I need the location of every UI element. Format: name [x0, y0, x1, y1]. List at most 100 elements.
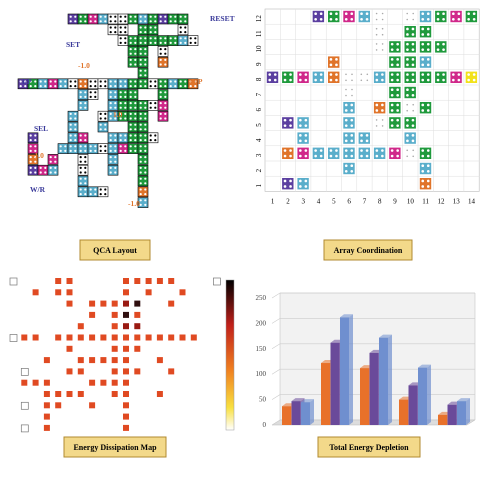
qca-dot — [164, 52, 167, 55]
qca-dot — [74, 149, 77, 152]
qca-cell — [107, 24, 119, 36]
qca-dot — [144, 58, 147, 62]
qca-dot — [365, 149, 369, 152]
qca-cell — [403, 55, 417, 69]
qca-dot — [124, 85, 127, 88]
x-label: 1 — [271, 197, 275, 205]
qca-dot — [154, 41, 157, 45]
map-cell — [43, 413, 50, 420]
qca-dot — [350, 164, 354, 168]
map-cell — [100, 300, 107, 307]
qca-dot — [139, 145, 142, 148]
qca-cell — [296, 131, 310, 145]
y-tick-label: 50 — [259, 396, 267, 404]
qca-dot — [144, 106, 147, 109]
qca-dot — [79, 156, 82, 159]
qca-cell — [357, 147, 371, 160]
bar-top — [457, 398, 470, 402]
x-label: 2 — [286, 197, 290, 205]
qca-dot — [159, 41, 162, 45]
map-cell — [66, 289, 73, 296]
qca-dot — [154, 37, 157, 40]
qca-dot — [164, 102, 167, 105]
map-cell-empty — [9, 277, 18, 286]
map-cell — [21, 334, 28, 341]
qca-cell — [147, 24, 159, 36]
qca-cell — [296, 71, 310, 84]
qca-dot — [335, 154, 338, 158]
qca-dot — [164, 15, 167, 18]
qca-dot — [29, 139, 32, 142]
bar — [438, 414, 447, 425]
qca-dot — [360, 154, 363, 158]
map-cell — [66, 368, 73, 375]
qca-dot — [144, 48, 147, 51]
qca-dot — [79, 91, 82, 94]
qca-dot — [314, 78, 317, 82]
qca-dot — [144, 149, 147, 152]
qca-dot — [114, 171, 117, 174]
qca-dot — [84, 188, 87, 191]
qca-cell — [97, 143, 109, 154]
caption-box — [79, 239, 151, 261]
qca-dot — [289, 179, 292, 183]
qca-dot — [421, 103, 425, 107]
qca-dot — [396, 73, 399, 76]
y-tick-label: 250 — [256, 294, 267, 302]
qca-dot — [350, 134, 354, 137]
map-cell — [89, 300, 96, 307]
qca-dot — [119, 20, 122, 23]
qca-dot — [109, 85, 112, 88]
map-cell — [66, 334, 73, 341]
qca-dot — [109, 166, 112, 169]
qca-dot — [159, 15, 162, 18]
y-tick-label: 150 — [256, 345, 267, 353]
qca-cell — [87, 13, 99, 25]
map-cell — [111, 379, 118, 386]
map-cell — [89, 334, 96, 341]
qca-dot — [84, 15, 87, 18]
y-label: 6 — [255, 108, 263, 112]
qca-dot — [184, 15, 187, 18]
qca-dot — [124, 91, 127, 94]
qca-dot — [390, 149, 394, 152]
qca-dot — [124, 134, 127, 137]
qca-cell — [127, 56, 139, 68]
grid-dot — [375, 18, 378, 21]
qca-cell — [388, 116, 402, 130]
qca-dot — [390, 124, 394, 127]
qca-label: SEL — [34, 124, 48, 133]
qca-cell — [107, 154, 119, 165]
qca-cell — [419, 147, 432, 160]
qca-cell — [137, 110, 149, 122]
qca-cell — [403, 71, 417, 84]
map-cell — [100, 334, 107, 341]
qca-cell — [388, 101, 402, 114]
qca-dot — [283, 179, 287, 183]
qca-dot — [144, 123, 147, 126]
qca-cell — [107, 78, 119, 90]
qca-cell — [27, 164, 39, 176]
qca-dot — [169, 85, 172, 88]
qca-dot — [129, 48, 132, 51]
qca-dot — [94, 149, 97, 152]
qca-dot — [44, 85, 47, 88]
qca-cell — [327, 55, 341, 69]
qca-dot — [144, 134, 147, 137]
qca-dot — [129, 145, 132, 148]
qca-dot — [129, 117, 132, 120]
qca-dot — [144, 85, 147, 88]
grid-line — [271, 343, 475, 350]
qca-dot — [129, 95, 132, 98]
map-cell — [77, 357, 84, 364]
qca-dot — [69, 145, 72, 148]
qca-dot — [406, 48, 409, 51]
qca-dot — [139, 123, 142, 126]
qca-cell — [117, 89, 129, 100]
qca-dot — [129, 91, 132, 94]
qca-dot — [144, 128, 147, 131]
qca-dot — [89, 15, 92, 18]
qca-dot — [144, 80, 147, 83]
qca-dot — [396, 88, 399, 92]
qca-dot — [69, 112, 72, 115]
